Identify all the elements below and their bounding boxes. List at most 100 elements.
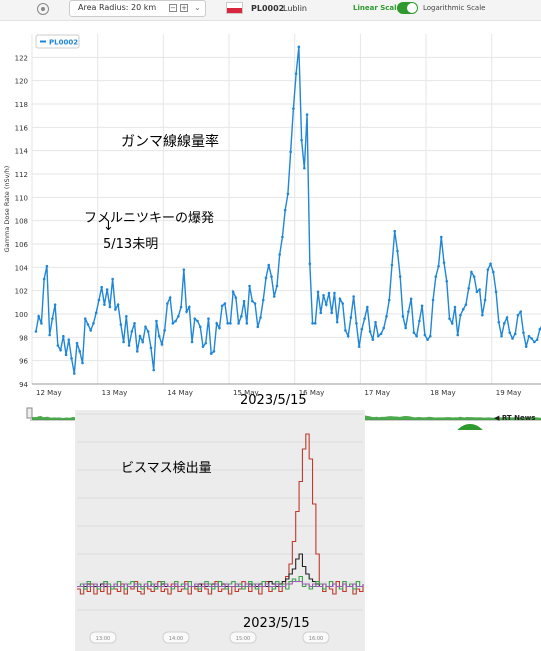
data-point: [407, 310, 410, 313]
bismuth-title-annotation: ビスマス検出量: [121, 461, 212, 476]
radius-decrease-button[interactable]: −: [169, 4, 177, 12]
data-point: [45, 264, 49, 268]
data-point: [259, 316, 262, 319]
data-point: [483, 298, 487, 302]
data-point: [40, 322, 43, 325]
data-point: [308, 262, 312, 266]
x-tick-pill: [162, 631, 190, 644]
data-point: [149, 346, 153, 350]
data-point: [89, 329, 93, 332]
data-point: [278, 253, 281, 256]
data-point: [324, 303, 328, 306]
event-annotation-line2: 5/13未明: [103, 237, 159, 252]
x-tick-label: 15:00: [236, 636, 250, 642]
data-point: [37, 315, 40, 318]
data-point: [75, 341, 79, 345]
data-point: [248, 284, 251, 288]
data-point: [486, 268, 490, 271]
data-point: [313, 322, 317, 325]
flag-white-stripe: [227, 3, 242, 8]
data-point: [94, 311, 98, 315]
y-tick-label: 120: [15, 78, 28, 86]
data-point: [349, 316, 353, 319]
x-tick-pill: [302, 631, 330, 644]
data-point: [92, 322, 95, 325]
data-point: [500, 334, 503, 338]
data-point: [168, 296, 172, 299]
y-tick-label: 112: [15, 171, 28, 179]
rt-news-link[interactable]: ◀ RT News: [494, 414, 536, 422]
data-point: [190, 340, 194, 344]
data-point: [341, 302, 344, 305]
data-point: [281, 235, 284, 239]
y-tick-label: 110: [15, 194, 28, 202]
data-point: [226, 322, 229, 325]
x-tick-label: 17 May: [364, 389, 390, 397]
data-point: [83, 317, 87, 320]
data-point: [201, 345, 205, 348]
data-point: [357, 345, 361, 348]
location-icon[interactable]: [37, 3, 49, 15]
data-point: [157, 334, 161, 338]
data-point: [374, 320, 377, 324]
station-id: PL0002: [251, 4, 285, 13]
legend-box: [35, 34, 80, 49]
y-tick-label: 104: [15, 264, 29, 272]
data-point: [423, 333, 427, 337]
data-point: [431, 298, 435, 302]
data-point: [294, 72, 298, 75]
data-point: [456, 333, 460, 337]
navigator-handle: [26, 407, 33, 419]
linear-scale-label[interactable]: Linear Scale: [353, 4, 402, 12]
y-tick-label: 94: [19, 381, 28, 389]
data-point: [119, 323, 123, 326]
x-tick-label: 18 May: [430, 389, 456, 397]
data-point: [141, 340, 145, 344]
data-point: [177, 315, 180, 318]
series-step-line: [77, 575, 364, 590]
data-point: [366, 305, 369, 309]
data-point: [223, 302, 227, 305]
data-point: [72, 372, 76, 375]
data-point: [155, 319, 158, 323]
data-point: [144, 325, 147, 329]
data-point: [42, 277, 46, 281]
data-point: [404, 326, 407, 330]
scale-toggle[interactable]: [397, 2, 418, 14]
y-tick-label: 118: [15, 101, 28, 109]
data-point: [251, 299, 254, 303]
data-point: [171, 322, 175, 325]
radius-increase-button[interactable]: +: [180, 4, 188, 12]
data-point: [352, 295, 355, 298]
data-point: [376, 334, 380, 338]
data-point: [363, 317, 366, 320]
data-point: [335, 320, 339, 324]
data-point: [286, 192, 290, 196]
data-point: [330, 311, 334, 315]
data-point: [420, 304, 424, 308]
data-point: [100, 285, 103, 289]
data-point: [78, 350, 82, 353]
data-point: [445, 280, 449, 283]
data-point: [130, 330, 134, 333]
data-point: [338, 297, 342, 301]
data-point: [196, 319, 199, 323]
data-point: [234, 296, 238, 299]
data-point: [53, 303, 57, 306]
x-tick-pill: [89, 631, 117, 644]
y-tick-label: 122: [15, 54, 28, 62]
data-point: [303, 166, 306, 170]
y-tick-label: 98: [19, 334, 28, 342]
chevron-down-icon[interactable]: ⌄: [194, 3, 201, 12]
y-tick-label: 96: [19, 358, 28, 366]
data-point: [108, 305, 112, 309]
data-point: [59, 348, 62, 352]
data-point: [174, 319, 177, 323]
area-radius-select[interactable]: Area Radius: 20 km − + ⌄: [69, 0, 206, 17]
data-point: [272, 295, 276, 298]
x-tick-label: 14 May: [167, 389, 193, 397]
logarithmic-scale-label[interactable]: Logarithmic Scale: [423, 4, 486, 12]
x-tick-label: 12 May: [36, 389, 62, 397]
x-tick-label: 19 May: [496, 389, 522, 397]
data-point: [220, 304, 224, 308]
